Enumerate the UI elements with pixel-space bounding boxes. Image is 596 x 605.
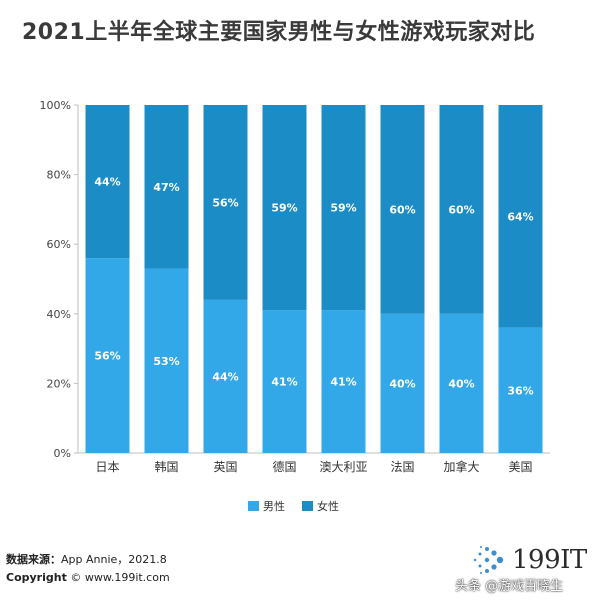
x-tick-label: 法国 <box>390 460 414 474</box>
bar-male <box>144 268 189 453</box>
logo-dots-icon <box>473 546 504 574</box>
source-text: App Annie，2021.8 <box>61 553 167 566</box>
x-tick-label: 韩国 <box>154 459 178 474</box>
data-label-male: 56% <box>94 350 120 363</box>
copyright-label: Copyright <box>6 571 67 584</box>
logo-text: 199IT <box>512 545 587 575</box>
bar-female <box>144 105 189 269</box>
bar-male <box>380 313 425 453</box>
bar-female <box>380 105 425 314</box>
data-label-male: 44% <box>212 370 238 383</box>
data-label-female: 47% <box>153 181 179 194</box>
bar-male <box>321 310 366 453</box>
data-label-female: 60% <box>389 203 415 216</box>
data-label-male: 41% <box>330 376 356 389</box>
legend-swatch <box>302 501 313 511</box>
chart-title: 2021上半年全球主要国家男性与女性游戏玩家对比 <box>22 20 536 45</box>
y-tick-label: 20% <box>47 377 71 390</box>
data-label-female: 44% <box>94 176 120 189</box>
x-tick-label: 澳大利亚 <box>319 460 367 474</box>
y-tick-label: 80% <box>47 169 71 182</box>
stacked-bar-chart: 0% 20% 40% 60% 80% 100% 56% 44% 日本 53% 47% 韩国 44% 56%… <box>40 99 550 513</box>
y-tick-label: 60% <box>47 238 71 251</box>
bar-female <box>85 105 130 259</box>
data-source: 数据来源：App Annie，2021.8 <box>6 551 167 567</box>
data-label-female: 59% <box>330 202 356 215</box>
copyright-text: © www.199it.com <box>70 571 170 584</box>
bar-male <box>439 313 484 453</box>
source-label: 数据来源： <box>6 553 61 566</box>
data-label-male: 40% <box>448 377 474 390</box>
data-label-male: 53% <box>153 355 179 368</box>
logo-199it: 199IT <box>470 544 587 576</box>
data-label-female: 56% <box>212 196 238 209</box>
legend-swatch <box>248 501 259 511</box>
bar-female <box>203 105 248 300</box>
data-label-male: 36% <box>507 384 533 397</box>
x-tick-label: 日本 <box>95 460 119 474</box>
data-label-female: 64% <box>507 210 533 223</box>
copyright: Copyright © www.199it.com <box>6 571 170 584</box>
data-label-male: 40% <box>389 377 415 390</box>
legend-label: 男性 <box>263 499 285 513</box>
legend-label: 女性 <box>317 499 339 513</box>
x-tick-label: 德国 <box>272 459 296 474</box>
bar-female <box>262 105 307 311</box>
bar-female <box>321 105 366 311</box>
data-label-male: 41% <box>271 376 297 389</box>
data-label-female: 59% <box>271 202 297 215</box>
bar-female <box>439 105 484 314</box>
data-label-female: 60% <box>448 203 474 216</box>
y-tick-label: 0% <box>54 447 71 460</box>
y-tick-label: 40% <box>47 308 71 321</box>
bar-female <box>498 105 543 328</box>
x-tick-label: 美国 <box>508 460 532 474</box>
bar-male <box>262 310 307 453</box>
bar-male <box>203 299 248 453</box>
watermark: 头条 @游戏百晓生 <box>455 579 564 594</box>
y-tick-label: 100% <box>40 99 71 112</box>
x-tick-label: 英国 <box>213 460 237 474</box>
bar-male <box>85 258 130 453</box>
bar-male <box>498 327 543 453</box>
x-tick-label: 加拿大 <box>443 459 479 474</box>
